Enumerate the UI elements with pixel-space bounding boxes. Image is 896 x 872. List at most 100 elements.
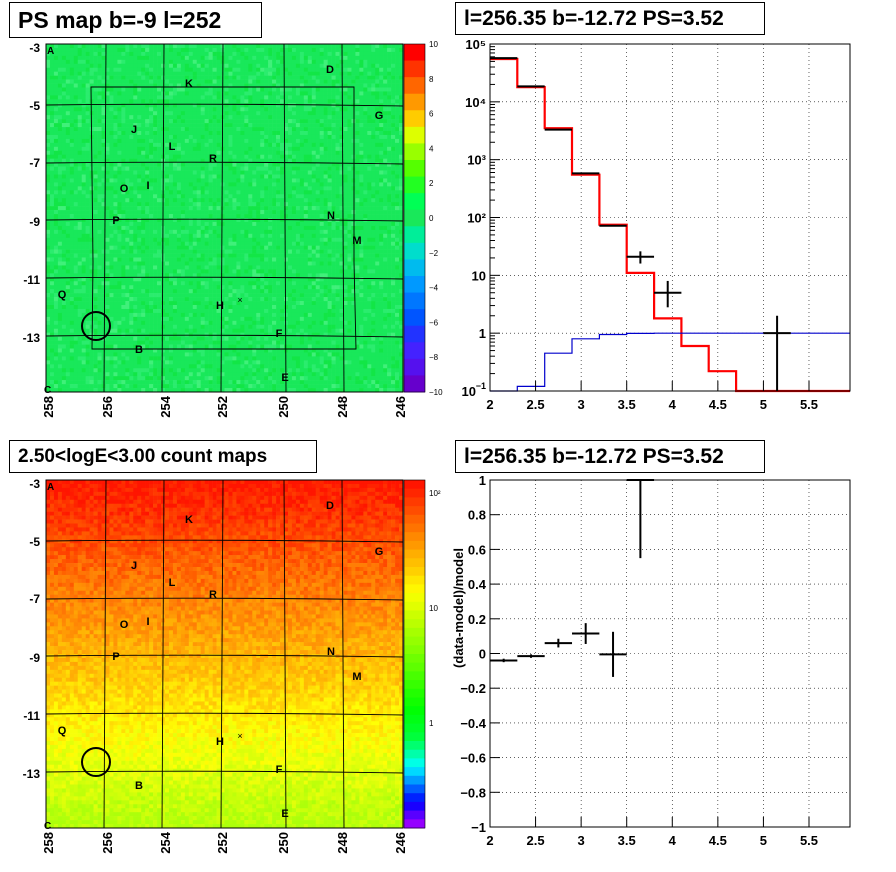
y-tick-label: 10³	[467, 153, 486, 168]
y-tick-label: 0.2	[468, 612, 486, 627]
colorbar-tick-label: 10	[429, 40, 438, 49]
ps-map-panel: PS map b=-9 l=252 D K G J L R O I P N M Q H F B E A C × 258…	[0, 0, 448, 436]
y-tick-label: -9	[29, 651, 40, 665]
grid-lon-line	[161, 479, 165, 829]
colorbar-segment	[404, 488, 425, 498]
center-marker: ×	[237, 731, 242, 741]
y-tick-label: 1	[479, 473, 486, 488]
colorbar-segment	[404, 259, 425, 277]
x-tick-label: 4.5	[709, 833, 727, 848]
colorbar-segment	[404, 44, 425, 62]
source-label: I	[146, 180, 149, 192]
background-model-line	[490, 332, 850, 392]
y-tick-label: −0.4	[460, 716, 486, 731]
colorbar-segment	[404, 619, 425, 629]
y-tick-label: 10⁴	[465, 95, 486, 110]
source-label: I	[146, 616, 149, 628]
colorbar-segment	[404, 601, 425, 611]
colorbar-segment	[404, 654, 425, 664]
y-tick-label: −0.6	[460, 751, 486, 766]
colorbar-segment	[404, 567, 425, 577]
y-tick-label: -11	[23, 709, 40, 723]
grid-lon-line	[341, 43, 345, 393]
source-label: F	[276, 764, 283, 776]
x-tick-label: 252	[215, 396, 230, 418]
corner-label: C	[44, 821, 51, 832]
y-tick-label: -13	[23, 767, 41, 781]
grid	[490, 480, 850, 827]
source-label: P	[112, 651, 119, 663]
source-label: M	[352, 235, 361, 247]
x-tick-label: 256	[100, 396, 115, 418]
source-label: J	[131, 560, 137, 572]
grid-lat-line	[45, 161, 404, 165]
colorbar-segment	[404, 497, 425, 507]
source-label: H	[216, 736, 224, 748]
colorbar-tick-label: 2	[429, 179, 434, 188]
colorbar-tick-label: −6	[429, 318, 439, 327]
spectrum-panel: l=256.35 b=-12.72 PS=3.52 10 −1 1 10 10² 10³ 1…	[448, 0, 896, 436]
colorbar-segment	[404, 309, 425, 327]
y-tick-label: 0.8	[468, 508, 486, 523]
colorbar-segment	[404, 671, 425, 681]
colorbar-segment	[404, 784, 425, 794]
colorbar-segment	[404, 292, 425, 310]
ps-map-title: PS map b=-9 l=252	[9, 2, 262, 38]
colorbar-tick-label: −8	[429, 353, 439, 362]
colorbar-segment	[404, 627, 425, 638]
count-map-chart: D K G J L R O I P N M Q H F B E A C × 258 256 254 252 250 248 246…	[23, 477, 441, 854]
colorbar-tick-label: 10	[429, 604, 438, 613]
grid-lon-line	[103, 479, 107, 829]
colorbar-segment	[404, 60, 425, 78]
colorbar-segment	[404, 723, 425, 733]
grid-lon-line	[283, 479, 287, 829]
x-tick-label: 2	[486, 833, 493, 848]
source-label: M	[352, 671, 361, 683]
colorbar-segment	[404, 193, 425, 211]
colorbar-segment	[404, 126, 425, 144]
source-label: K	[185, 78, 193, 90]
residual-panel: l=256.35 b=-12.72 PS=3.52 −1 −0.8 −0.6 −0.4…	[448, 436, 896, 872]
colorbar-segment	[404, 697, 425, 707]
grid-lat-line	[45, 539, 404, 543]
colorbar-tick-label: 1	[429, 719, 434, 728]
source-label: Q	[58, 289, 67, 301]
colorbar-segment	[404, 662, 425, 672]
y-tick-label: 1	[479, 326, 486, 341]
y-tick-label: −0.8	[460, 785, 486, 800]
colorbar-segment	[404, 93, 425, 111]
grid-lat-line	[45, 597, 404, 601]
coordinate-grid	[45, 479, 404, 829]
colorbar-segment	[404, 176, 425, 194]
colorbar-segment	[404, 514, 425, 524]
colorbar-segment	[404, 810, 425, 820]
colorbar-segment	[404, 636, 425, 646]
colorbar-segment	[404, 143, 425, 161]
colorbar-segment	[404, 242, 425, 260]
source-label: O	[120, 619, 129, 631]
y-tick-label: -5	[29, 99, 40, 113]
source-label: Q	[58, 725, 67, 737]
source-label: B	[135, 780, 143, 792]
colorbar-segment	[404, 480, 425, 490]
map-frame	[45, 479, 404, 829]
x-tick-label: 3	[578, 833, 585, 848]
y-tick-label: −1	[471, 820, 486, 835]
y-tick-label: 0.6	[468, 542, 486, 557]
x-tick-label: 5.5	[800, 397, 818, 412]
grid-lon-line	[220, 43, 224, 393]
x-tick-label: 248	[335, 832, 350, 854]
x-tick-label: 258	[41, 396, 56, 418]
y-tick-label: -7	[29, 156, 40, 170]
count-map-title: 2.50<logE<3.00 count maps	[9, 440, 317, 473]
plot-frame	[489, 43, 851, 392]
y-tick-label: 10⁵	[465, 37, 486, 52]
x-tick-label: 254	[158, 831, 173, 853]
center-marker: ×	[237, 295, 242, 305]
source-label: P	[112, 215, 119, 227]
source-label: B	[135, 344, 143, 356]
source-label: R	[209, 589, 217, 601]
residual-title: l=256.35 b=-12.72 PS=3.52	[455, 440, 765, 473]
heatmap-cells	[46, 480, 404, 829]
